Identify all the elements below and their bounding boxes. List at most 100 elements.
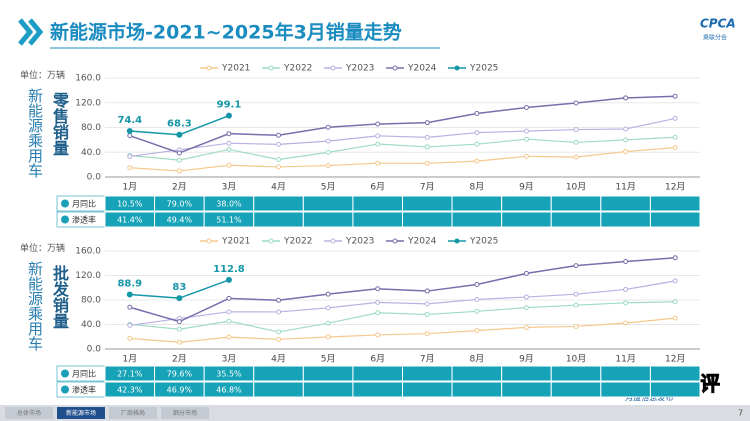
legend-label: Y2022	[283, 64, 312, 74]
table-value: 51.1%	[216, 216, 242, 225]
data-label: 68.3	[167, 119, 192, 130]
footer-tab	[161, 407, 209, 419]
point	[573, 139, 579, 145]
x-tick-label: 8月	[470, 354, 485, 365]
table-cell	[451, 381, 503, 398]
table-cell	[253, 365, 304, 382]
point	[176, 150, 182, 156]
table-icon	[61, 385, 69, 394]
point	[127, 304, 133, 310]
table-cell	[550, 211, 602, 228]
point	[176, 168, 182, 174]
point	[226, 140, 232, 146]
point	[375, 121, 381, 127]
x-tick-label: 5月	[321, 182, 336, 193]
point	[375, 299, 381, 305]
table-cell	[600, 195, 651, 212]
legend-marker	[392, 238, 398, 244]
point	[127, 165, 133, 171]
table-cell	[302, 211, 354, 228]
x-tick-label: 9月	[519, 182, 534, 193]
table-cell	[402, 381, 453, 398]
series-line	[129, 301, 676, 333]
x-tick-label: 4月	[271, 182, 286, 193]
x-tick-label: 7月	[420, 182, 435, 193]
table-icon	[61, 215, 69, 224]
point	[375, 332, 381, 338]
table-cell	[649, 365, 701, 382]
point	[325, 124, 331, 130]
x-tick-label: 1月	[122, 182, 137, 193]
point	[226, 334, 232, 340]
point	[276, 309, 282, 315]
table-cell	[649, 211, 701, 228]
table-cell	[352, 211, 403, 228]
legend-marker	[268, 238, 274, 244]
footer-tab-label: 厂商格局	[121, 409, 145, 417]
point	[127, 335, 133, 341]
legend-marker	[330, 238, 336, 244]
table-cell	[352, 381, 403, 398]
legend-label: Y2025	[469, 64, 498, 74]
data-label: 112.8	[213, 264, 245, 275]
data-label: 99.1	[217, 100, 242, 111]
table-value: 35.5%	[216, 370, 242, 379]
point	[573, 323, 579, 329]
footer-tab-label: 新能源市场	[66, 409, 96, 417]
footer-tab	[109, 407, 157, 419]
logo-sub: 乘联分会	[703, 34, 727, 42]
point	[176, 339, 182, 345]
series-line	[129, 280, 676, 327]
legend-marker	[206, 65, 212, 71]
x-tick-label: 5月	[321, 354, 336, 365]
table-value: 49.4%	[167, 216, 193, 225]
footer-tab	[57, 407, 105, 419]
point	[623, 137, 629, 143]
point	[176, 326, 182, 332]
x-tick-label: 8月	[470, 182, 485, 193]
point	[672, 115, 678, 121]
point	[276, 297, 282, 303]
point	[672, 315, 678, 321]
series-line	[129, 136, 676, 161]
table-cell	[550, 195, 602, 212]
table-cell	[451, 365, 503, 382]
point	[226, 309, 232, 315]
point	[325, 138, 331, 144]
table-cell	[352, 365, 403, 382]
point	[523, 105, 529, 111]
point	[523, 270, 529, 276]
point	[623, 95, 629, 101]
legend-label: Y2024	[407, 64, 437, 74]
legend-marker	[392, 65, 398, 71]
point	[623, 320, 629, 326]
point	[573, 302, 579, 308]
point	[523, 294, 529, 300]
series-line	[129, 257, 676, 323]
point	[474, 296, 480, 302]
unit-label: 单位：万辆	[20, 244, 66, 254]
table-cell	[402, 211, 453, 228]
point	[474, 328, 480, 334]
legend-label: Y2022	[283, 237, 312, 247]
legend-marker	[330, 65, 336, 71]
series-line	[129, 117, 676, 158]
point	[424, 120, 430, 126]
y-tick-label: 40.0	[81, 320, 101, 330]
table-cell	[451, 195, 503, 212]
point	[276, 329, 282, 335]
point	[623, 259, 629, 265]
point	[176, 157, 182, 163]
table-cell	[649, 195, 701, 212]
point	[325, 163, 331, 169]
table-value: 42.3%	[117, 386, 143, 395]
table-cell	[600, 365, 651, 382]
legend-label: Y2021	[221, 237, 250, 247]
table-cell	[550, 381, 602, 398]
point	[672, 278, 678, 284]
title-icon	[18, 18, 44, 46]
point	[672, 93, 678, 99]
x-tick-label: 2月	[172, 182, 187, 193]
point	[573, 100, 579, 106]
